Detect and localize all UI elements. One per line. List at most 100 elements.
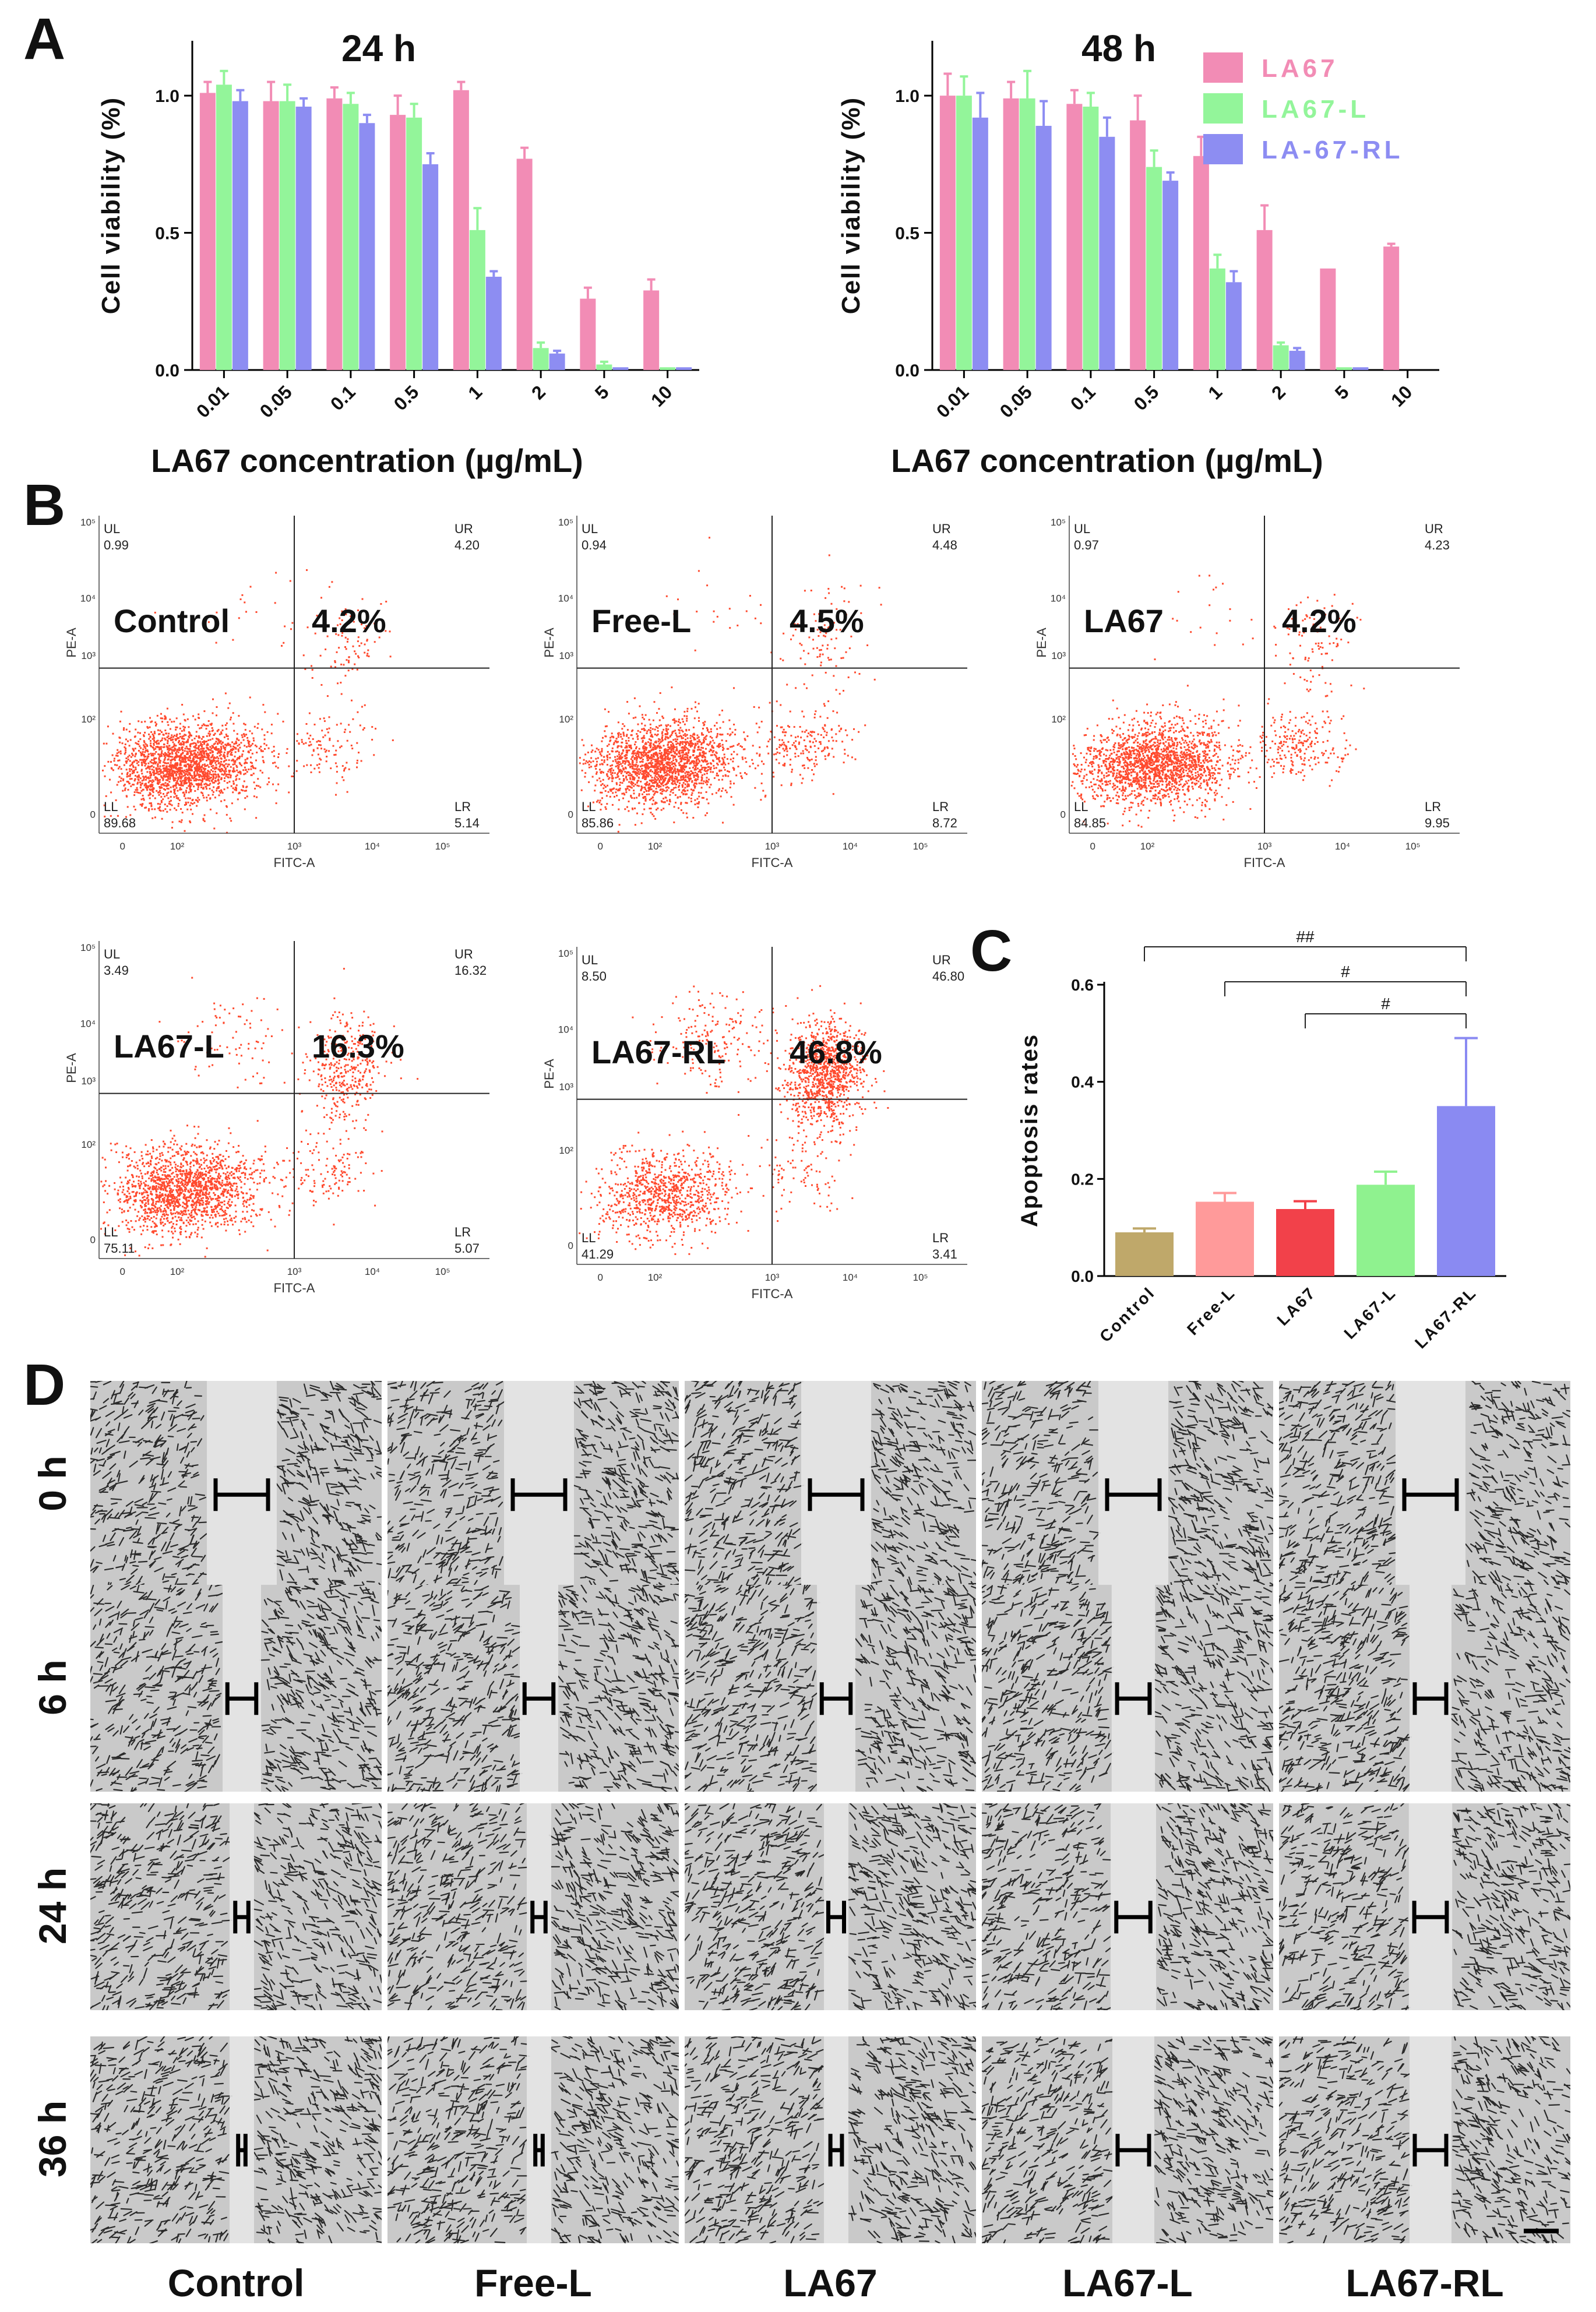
flow-y-label: PE-A [64, 1053, 79, 1083]
significance-label: # [1341, 963, 1350, 981]
flow-x-tick: 10⁵ [1405, 841, 1421, 852]
cell-texture [90, 1585, 382, 1792]
bar-LA-67-RL [232, 101, 248, 371]
y-axis-label: Cell viability (%) [97, 97, 125, 314]
wound-image [1279, 2036, 1570, 2243]
wound-image [90, 1803, 382, 2010]
wound-image [685, 1585, 976, 1792]
cell-texture [685, 2036, 976, 2243]
bar-LA67 [1320, 268, 1336, 370]
flow-y-tick: 10⁴ [558, 593, 573, 604]
x-tick-label: 0.01 [932, 381, 973, 421]
flow-x-label: FITC-A [752, 1287, 793, 1301]
wound-image [1279, 1381, 1570, 1588]
flow-y-tick: 0 [568, 809, 573, 820]
wound-texture [1279, 1381, 1570, 1588]
quadrant-ur-label: UR [1425, 521, 1443, 536]
flow-x-tick: 10² [1140, 841, 1155, 852]
wound-image [982, 1585, 1273, 1792]
bar-LA67 [1193, 156, 1209, 370]
bar-LA67 [326, 98, 343, 370]
flow-x-tick: 0 [119, 841, 125, 852]
quadrant-ll-value: 41.29 [582, 1247, 614, 1261]
flow-x-tick: 10⁵ [435, 841, 450, 852]
flow-y-tick: 10⁵ [80, 517, 96, 528]
quadrant-ll-label: LL [582, 1231, 596, 1245]
wound-texture [90, 2036, 382, 2243]
bar-LA-67-RL [422, 164, 439, 370]
wound-image [982, 2036, 1273, 2243]
wound-gap [824, 2036, 848, 2243]
wound-image [1279, 1585, 1570, 1792]
gap-width-marker [1114, 1901, 1153, 1934]
flow-x-label: FITC-A [1244, 855, 1285, 870]
x-tick-label: LA67-RL [1411, 1283, 1480, 1352]
quadrant-ll-value: 84.85 [1074, 816, 1106, 830]
x-tick-label: 0.1 [326, 381, 360, 414]
bar-LA-67-RL [485, 276, 502, 370]
wound-texture [685, 2036, 976, 2243]
wound-texture [387, 1803, 679, 2010]
gap-width-marker [808, 1478, 865, 1511]
wound-gap [207, 1381, 277, 1588]
gap-width-marker [828, 2134, 844, 2167]
y-tick-label: 0.5 [155, 224, 179, 244]
quadrant-ul-value: 0.97 [1074, 538, 1099, 552]
cell-texture [982, 1585, 1273, 1792]
cell-texture [685, 1585, 976, 1792]
bar-LA-67-RL [676, 367, 692, 370]
flow-ur-percent: 4.2% [1282, 602, 1357, 639]
flow-y-tick: 10² [1051, 714, 1066, 725]
quadrant-ul-label: UL [1074, 521, 1090, 536]
gap-width-marker [1105, 1478, 1162, 1511]
x-axis-label: LA67 concentration (µg/mL) [151, 442, 583, 479]
flow-x-tick: 10³ [1257, 841, 1272, 852]
bar-LA67-L [1336, 367, 1352, 370]
wound-texture [90, 1585, 382, 1792]
quadrant-ul-label: UL [104, 521, 120, 536]
quadrant-ll-value: 85.86 [582, 816, 614, 830]
wound-texture [1279, 1803, 1570, 2010]
gap-width-marker [510, 1478, 568, 1511]
quadrant-ul-label: UL [104, 947, 120, 961]
flow-y-tick: 10³ [81, 650, 96, 661]
gap-width-marker [225, 1682, 259, 1715]
wound-texture [982, 1585, 1273, 1792]
wound-gap [504, 1381, 574, 1588]
flow-ur-percent: 46.8% [790, 1034, 882, 1070]
flow-x-tick: 10² [648, 1272, 663, 1283]
flow-x-tick: 10⁵ [913, 841, 928, 852]
quadrant-lr-label: LR [455, 1225, 471, 1239]
scatter-points [102, 569, 394, 834]
quadrant-ur-label: UR [455, 521, 473, 536]
x-tick-label: 0.5 [1130, 381, 1163, 414]
x-tick-label: 5 [591, 381, 613, 403]
flow-sample-name: Control [114, 602, 230, 639]
quadrant-ur-value: 4.20 [455, 538, 480, 552]
quadrant-ur-value: 4.48 [932, 538, 957, 552]
wound-image [685, 1803, 976, 2010]
bar-LA-67-RL [972, 117, 988, 371]
bar-LA-67-RL [1352, 367, 1369, 370]
bar-LA67-L [406, 117, 422, 371]
flow-x-tick: 0 [1090, 841, 1095, 852]
wound-texture [1279, 1585, 1570, 1792]
bar-LA-67-RL [1162, 181, 1179, 370]
gap-width-marker [213, 1478, 270, 1511]
flow-x-label: FITC-A [274, 1281, 315, 1295]
legend-swatch [1203, 93, 1243, 124]
y-tick-label: 0.0 [1071, 1267, 1094, 1285]
quadrant-lr-label: LR [932, 799, 949, 814]
bar-free-l [1196, 1201, 1254, 1276]
bar-LA-67-RL [1225, 282, 1242, 370]
scatter-points [579, 985, 889, 1255]
flow-x-tick: 10² [170, 841, 185, 852]
flow-y-label: PE-A [542, 628, 556, 658]
flow-x-tick: 0 [119, 1266, 125, 1277]
x-tick-label: LA67-L [1340, 1283, 1400, 1342]
gap-width-marker [1412, 1682, 1449, 1715]
bar-LA67-L [1083, 107, 1099, 370]
quadrant-ur-label: UR [932, 953, 951, 967]
gap-width-marker [236, 2134, 248, 2167]
quadrant-ur-value: 4.23 [1425, 538, 1450, 552]
